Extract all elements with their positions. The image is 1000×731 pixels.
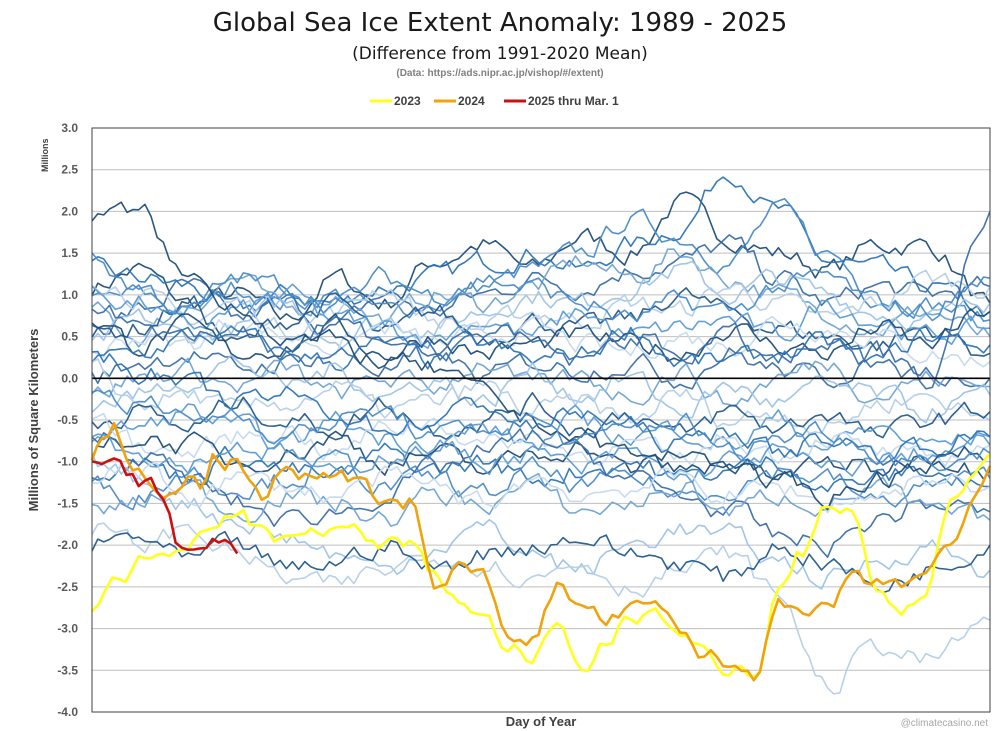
year-line-2006 xyxy=(91,392,991,441)
year-line-2019 xyxy=(91,201,991,511)
y-tick-label: -4.0 xyxy=(57,705,78,719)
y-tick-label: -0.5 xyxy=(57,413,78,427)
y-tick-label: 0.0 xyxy=(61,371,78,385)
y-tick-label: 1.0 xyxy=(61,288,78,302)
year-line-2015 xyxy=(91,522,991,695)
historical-year-lines xyxy=(91,176,991,695)
series-line-2025 xyxy=(91,457,239,555)
year-line-2001 xyxy=(91,252,991,323)
year-line-2021 xyxy=(91,389,991,472)
y-axis-title: Millions of Square Kilometers xyxy=(26,329,41,512)
year-line-2011 xyxy=(91,449,991,511)
year-line-2002 xyxy=(91,339,991,390)
watermark: @climatecasino.net xyxy=(901,718,989,729)
year-line-2016 xyxy=(91,530,991,594)
y-tick-label: -2.5 xyxy=(57,580,78,594)
legend-label: 2024 xyxy=(458,94,485,108)
year-line-2012 xyxy=(91,428,991,558)
year-line-1991 xyxy=(91,198,991,322)
year-line-2018 xyxy=(91,462,991,514)
chart-title: Global Sea Ice Extent Anomaly: 1989 - 20… xyxy=(212,8,788,38)
year-line-1992 xyxy=(91,234,991,336)
chart-subtitle: (Difference from 1991-2020 Mean) xyxy=(352,44,648,64)
y-tick-label: 1.5 xyxy=(61,246,78,260)
year-line-2020 xyxy=(91,350,991,466)
y-axis-ticks: 3.0 2.5 2.0 1.5 1.0 0.5 0.0 -0.5 -1.0 -1.5 -2.0 -2.… xyxy=(57,121,78,719)
year-line-2008 xyxy=(91,412,991,467)
legend-label: 2023 xyxy=(394,94,421,108)
year-line-1989 xyxy=(91,191,991,321)
data-source-note: (Data: https://ads.nipr.ac.jp/vishop/#/e… xyxy=(396,68,604,79)
y-tick-label: -1.5 xyxy=(57,496,78,510)
highlighted-year-lines xyxy=(90,421,992,682)
y-tick-label: 2.5 xyxy=(61,163,78,177)
legend-label: 2025 thru Mar. 1 xyxy=(528,94,619,108)
year-line-1996 xyxy=(91,287,991,357)
y-tick-label: -3.0 xyxy=(57,622,78,636)
year-line-1997 xyxy=(91,283,991,349)
x-axis-title: Day of Year xyxy=(506,714,577,729)
year-line-2014 xyxy=(91,452,991,590)
series-line-2023 xyxy=(91,452,992,679)
y-tick-label: -2.0 xyxy=(57,538,78,552)
plot-frame xyxy=(91,127,991,713)
year-line-2022 xyxy=(91,211,991,390)
year-line-2004 xyxy=(91,354,991,424)
year-line-2013 xyxy=(91,472,991,527)
y-tick-label: -3.5 xyxy=(57,663,78,677)
y-tick-label: 0.5 xyxy=(61,330,78,344)
y-tick-label: 3.0 xyxy=(61,121,78,135)
year-line-1995 xyxy=(91,269,991,341)
legend: 2023 2024 2025 thru Mar. 1 xyxy=(370,94,619,108)
year-line-2005 xyxy=(91,358,991,435)
year-line-1999 xyxy=(91,308,991,362)
year-line-2017 xyxy=(91,433,991,484)
series-line-2024 xyxy=(90,421,992,682)
y-units-label: Millions xyxy=(40,139,50,173)
y-tick-label: -1.0 xyxy=(57,455,78,469)
year-line-1994 xyxy=(91,260,991,350)
y-tick-label: 2.0 xyxy=(61,204,78,218)
